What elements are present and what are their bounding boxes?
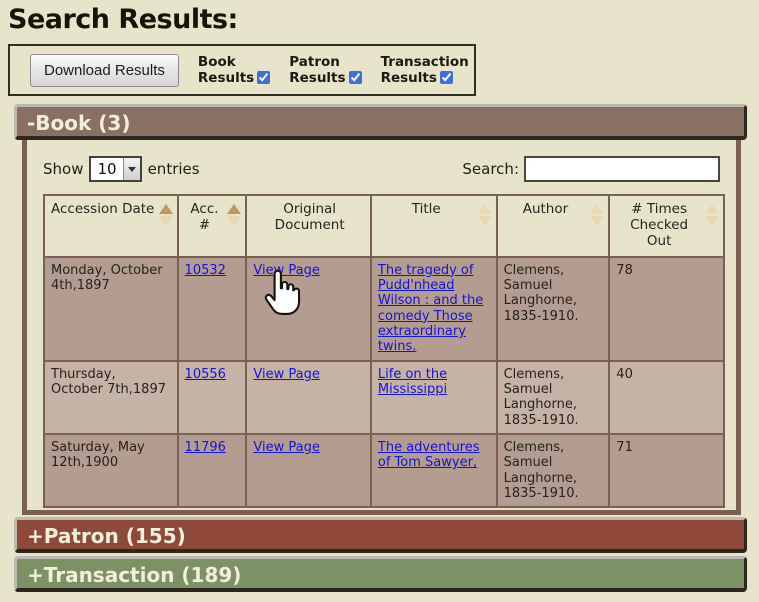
column-header-original-document[interactable]: Original Document [245, 194, 372, 258]
sort-desc-icon [590, 216, 605, 226]
accordion-header-transaction[interactable]: +Transaction (189) [14, 556, 747, 592]
cell-accession-date: Monday, October 4th,1897 [43, 255, 179, 362]
entries-label: entries [147, 160, 200, 178]
sort-icons [227, 202, 242, 234]
download-results-button[interactable]: Download Results [30, 53, 179, 87]
sort-icons [705, 202, 719, 250]
book-results-checkbox-group: Book Results [197, 53, 271, 86]
chevron-down-icon[interactable] [122, 158, 140, 180]
cell-author: Clemens, Samuel Langhorne, 1835-1910. [495, 255, 611, 362]
sort-icons [158, 202, 173, 226]
cell-times-checked-out: 71 [608, 433, 725, 509]
search-input[interactable] [524, 156, 720, 182]
table-row: Saturday, May 12th,1900 11796 View Page … [43, 433, 725, 509]
cell-author: Clemens, Samuel Langhorne, 1835-1910. [495, 359, 611, 436]
sort-desc-icon [158, 216, 173, 226]
book-results-checkbox[interactable] [257, 71, 271, 84]
book-title-link[interactable]: Life on the Mississippi [377, 366, 448, 398]
cell-author: Clemens, Samuel Langhorne, 1835-1910. [495, 433, 611, 509]
cell-times-checked-out: 40 [608, 359, 725, 436]
view-page-link[interactable]: View Page [253, 366, 320, 382]
table-row: Thursday, October 7th,1897 10556 View Pa… [43, 359, 725, 436]
cell-accession-date: Thursday, October 7th,1897 [43, 359, 179, 436]
transaction-results-label-line1: Transaction [380, 53, 469, 70]
table-header-row: Accession Date Acc. # [43, 194, 725, 258]
column-header-times-checked-out[interactable]: # Times Checked Out [608, 194, 725, 258]
table-row: Monday, October 4th,1897 10532 View Page… [43, 255, 725, 362]
sort-asc-icon [227, 204, 242, 214]
patron-results-label-line2: Results [289, 70, 346, 86]
patron-results-checkbox-group: Patron Results [289, 53, 362, 86]
page-size-value: 10 [97, 160, 117, 178]
show-entries-label: Show [43, 160, 84, 178]
book-title-link[interactable]: The adventures of Tom Sawyer, [377, 440, 480, 471]
accordion-header-patron[interactable]: +Patron (155) [14, 517, 747, 553]
transaction-results-checkbox-group: Transaction Results [381, 54, 469, 86]
accordion-header-book[interactable]: -Book (3) [14, 104, 747, 140]
acc-number-link[interactable]: 10556 [184, 366, 226, 382]
acc-number-link[interactable]: 11796 [184, 440, 226, 456]
acc-number-link[interactable]: 10532 [184, 262, 226, 278]
patron-results-checkbox[interactable] [348, 71, 362, 84]
search-label: Search: [462, 160, 519, 178]
view-page-link[interactable]: View Page [253, 262, 320, 278]
page-title: Search Results: [8, 4, 238, 35]
book-results-table: Accession Date Acc. # [43, 194, 725, 509]
page-size-select[interactable]: 10 [89, 156, 142, 182]
view-page-link[interactable]: View Page [253, 440, 320, 456]
transaction-results-checkbox[interactable] [439, 71, 453, 84]
column-header-title[interactable]: Title [369, 194, 498, 258]
sort-icons [590, 202, 605, 226]
book-results-label-line1: Book [197, 53, 236, 70]
sort-asc-icon [590, 204, 605, 214]
sort-desc-icon [477, 216, 492, 226]
sort-icons [477, 202, 492, 226]
transaction-results-label-line2: Results [380, 70, 437, 86]
cell-accession-date: Saturday, May 12th,1900 [43, 433, 179, 509]
column-header-accession-date[interactable]: Accession Date [43, 194, 179, 258]
column-header-acc-number[interactable]: Acc. # [176, 194, 248, 258]
book-title-link[interactable]: The tragedy of Pudd'nhead Wilson : and t… [377, 262, 484, 355]
sort-asc-icon [705, 204, 719, 214]
column-header-author[interactable]: Author [495, 194, 611, 258]
book-results-panel: Show 10 entries Search: Accession Date [22, 140, 741, 549]
book-results-label-line2: Results [197, 70, 255, 86]
sort-desc-icon [227, 216, 242, 226]
sort-asc-icon [158, 204, 173, 214]
patron-results-label-line1: Patron [289, 53, 340, 70]
download-options-panel: Download Results Book Results Patron Res… [8, 44, 476, 96]
sort-asc-icon [477, 204, 492, 214]
sort-desc-icon [705, 216, 719, 226]
cell-times-checked-out: 78 [608, 255, 725, 362]
